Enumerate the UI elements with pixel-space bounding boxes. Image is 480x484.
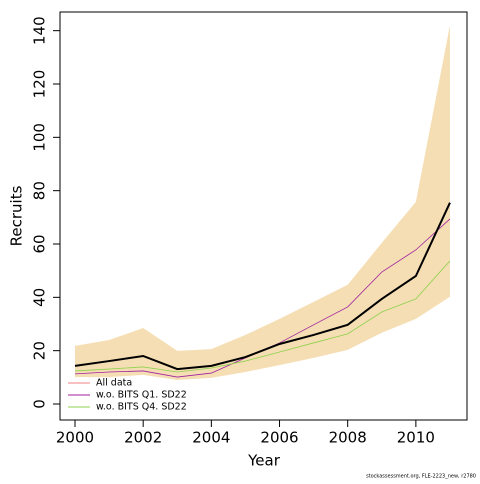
y-tick-label: 120 [31,70,49,99]
y-tick-label: 0 [31,399,49,409]
y-tick-label: 80 [31,181,49,200]
legend-label: w.o. BITS Q1. SD22 [96,390,187,401]
y-tick-label: 60 [31,234,49,253]
y-tick-label: 40 [31,288,49,307]
x-tick-label: 2010 [397,429,435,447]
footnote: stockassessment.org, FLE-2223_new, r2780 [366,474,476,480]
legend-label: All data [96,378,132,389]
plot-frame [59,11,468,421]
x-tick-label: 2000 [56,429,94,447]
legend-label: w.o. BITS Q4. SD22 [96,402,187,413]
y-tick-label: 140 [31,16,49,45]
y-tick-label: 100 [31,123,49,152]
series-line [74,202,451,371]
y-axis-label: Recruits [8,185,26,246]
series-line [74,260,451,373]
x-axis-label: Year [247,452,281,470]
x-tick-label: 2008 [329,429,367,447]
x-tick-label: 2006 [260,429,298,447]
x-tick-label: 2002 [124,429,162,447]
x-tick-label: 2004 [192,429,230,447]
y-tick-label: 20 [31,341,49,360]
confidence-band [74,25,450,380]
